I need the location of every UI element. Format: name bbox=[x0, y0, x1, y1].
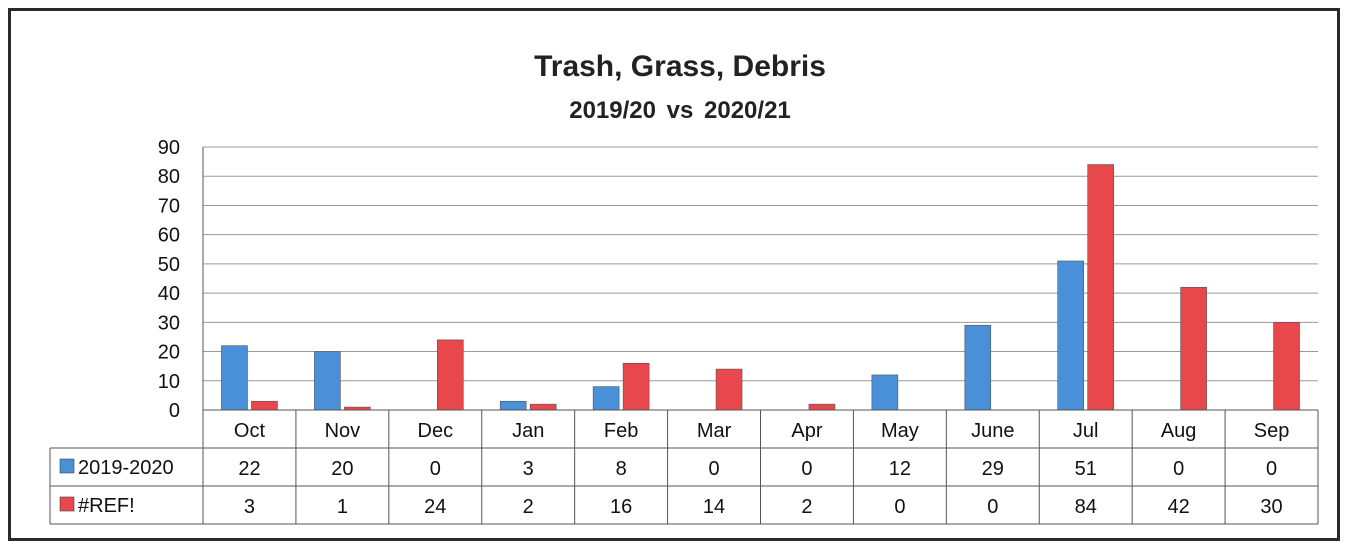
bar--ref--aug bbox=[1180, 286, 1207, 411]
chart-title: Trash, Grass, Debris bbox=[534, 50, 826, 83]
y-tick-label: 70 bbox=[158, 195, 180, 217]
data-table-value: 2 bbox=[801, 496, 812, 518]
data-table-value: 3 bbox=[244, 496, 255, 518]
x-tick-label: Apr bbox=[791, 420, 822, 442]
data-table-value: 22 bbox=[238, 458, 260, 480]
bar--ref--jan bbox=[529, 403, 557, 411]
data-table-value: 0 bbox=[801, 458, 812, 480]
data-table-value: 14 bbox=[703, 496, 725, 518]
x-tick-label: Nov bbox=[325, 420, 361, 442]
bar-2019-2020-jan bbox=[499, 400, 527, 411]
data-table-value: 0 bbox=[430, 458, 441, 480]
y-tick-label: 30 bbox=[158, 312, 180, 334]
y-tick-label: 20 bbox=[158, 342, 180, 364]
bar--ref--feb bbox=[622, 362, 650, 411]
x-tick-label: Sep bbox=[1254, 420, 1290, 442]
legend-swatch bbox=[59, 458, 75, 474]
bar-2019-2020-may bbox=[871, 374, 899, 411]
data-table-value: 51 bbox=[1075, 458, 1097, 480]
x-tick-label: Aug bbox=[1161, 420, 1197, 442]
data-table-value: 30 bbox=[1260, 496, 1282, 518]
bar--ref--apr bbox=[808, 403, 836, 411]
data-table-value: 2 bbox=[523, 496, 534, 518]
y-tick-label: 60 bbox=[158, 225, 180, 247]
data-table-value: 24 bbox=[424, 496, 446, 518]
data-table-value: 29 bbox=[982, 458, 1004, 480]
bar--ref--sep bbox=[1273, 322, 1300, 411]
bar--ref--dec bbox=[436, 339, 464, 411]
data-table-value: 0 bbox=[987, 496, 998, 518]
data-table-value: 0 bbox=[1266, 458, 1277, 480]
y-tick-label: 40 bbox=[158, 283, 180, 305]
data-table-value: 0 bbox=[708, 458, 719, 480]
y-tick-label: 80 bbox=[158, 166, 180, 188]
data-table-value: 3 bbox=[523, 458, 534, 480]
data-table-value: 0 bbox=[894, 496, 905, 518]
bar-2019-2020-june bbox=[964, 324, 992, 411]
x-tick-label: Oct bbox=[234, 420, 266, 442]
data-table-value: 16 bbox=[610, 496, 632, 518]
bar--ref--jul bbox=[1087, 164, 1115, 411]
x-tick-label: Feb bbox=[604, 420, 638, 442]
x-tick-label: Jan bbox=[512, 420, 544, 442]
plot-area bbox=[203, 147, 1318, 410]
x-tick-label: Dec bbox=[418, 420, 454, 442]
chart-subtitle: 2019/20 vs 2020/21 bbox=[569, 97, 791, 124]
data-table-value: 8 bbox=[616, 458, 627, 480]
data-table-value: 20 bbox=[331, 458, 353, 480]
x-tick-label: June bbox=[971, 420, 1014, 442]
bar-2019-2020-jul bbox=[1057, 260, 1085, 411]
bar--ref--mar bbox=[715, 368, 743, 411]
bar-2019-2020-oct bbox=[221, 345, 248, 411]
bar-2019-2020-feb bbox=[592, 386, 620, 411]
data-table-value: 0 bbox=[1173, 458, 1184, 480]
data-table-value: 42 bbox=[1168, 496, 1190, 518]
x-tick-label: Jul bbox=[1073, 420, 1099, 442]
bar--ref--oct bbox=[251, 400, 278, 411]
data-table-value: 84 bbox=[1075, 496, 1097, 518]
legend-label: 2019-2020 bbox=[78, 457, 174, 479]
y-tick-label: 90 bbox=[158, 137, 180, 159]
data-table-value: 12 bbox=[889, 458, 911, 480]
bar-2019-2020-nov bbox=[314, 351, 341, 411]
legend-swatch bbox=[59, 496, 75, 512]
x-tick-label: May bbox=[881, 420, 919, 442]
y-tick-label: 0 bbox=[169, 400, 180, 422]
y-tick-label: 10 bbox=[158, 371, 180, 393]
data-table-value: 1 bbox=[337, 496, 348, 518]
x-tick-label: Mar bbox=[697, 420, 732, 442]
legend-label: #REF! bbox=[78, 495, 135, 517]
y-tick-label: 50 bbox=[158, 254, 180, 276]
